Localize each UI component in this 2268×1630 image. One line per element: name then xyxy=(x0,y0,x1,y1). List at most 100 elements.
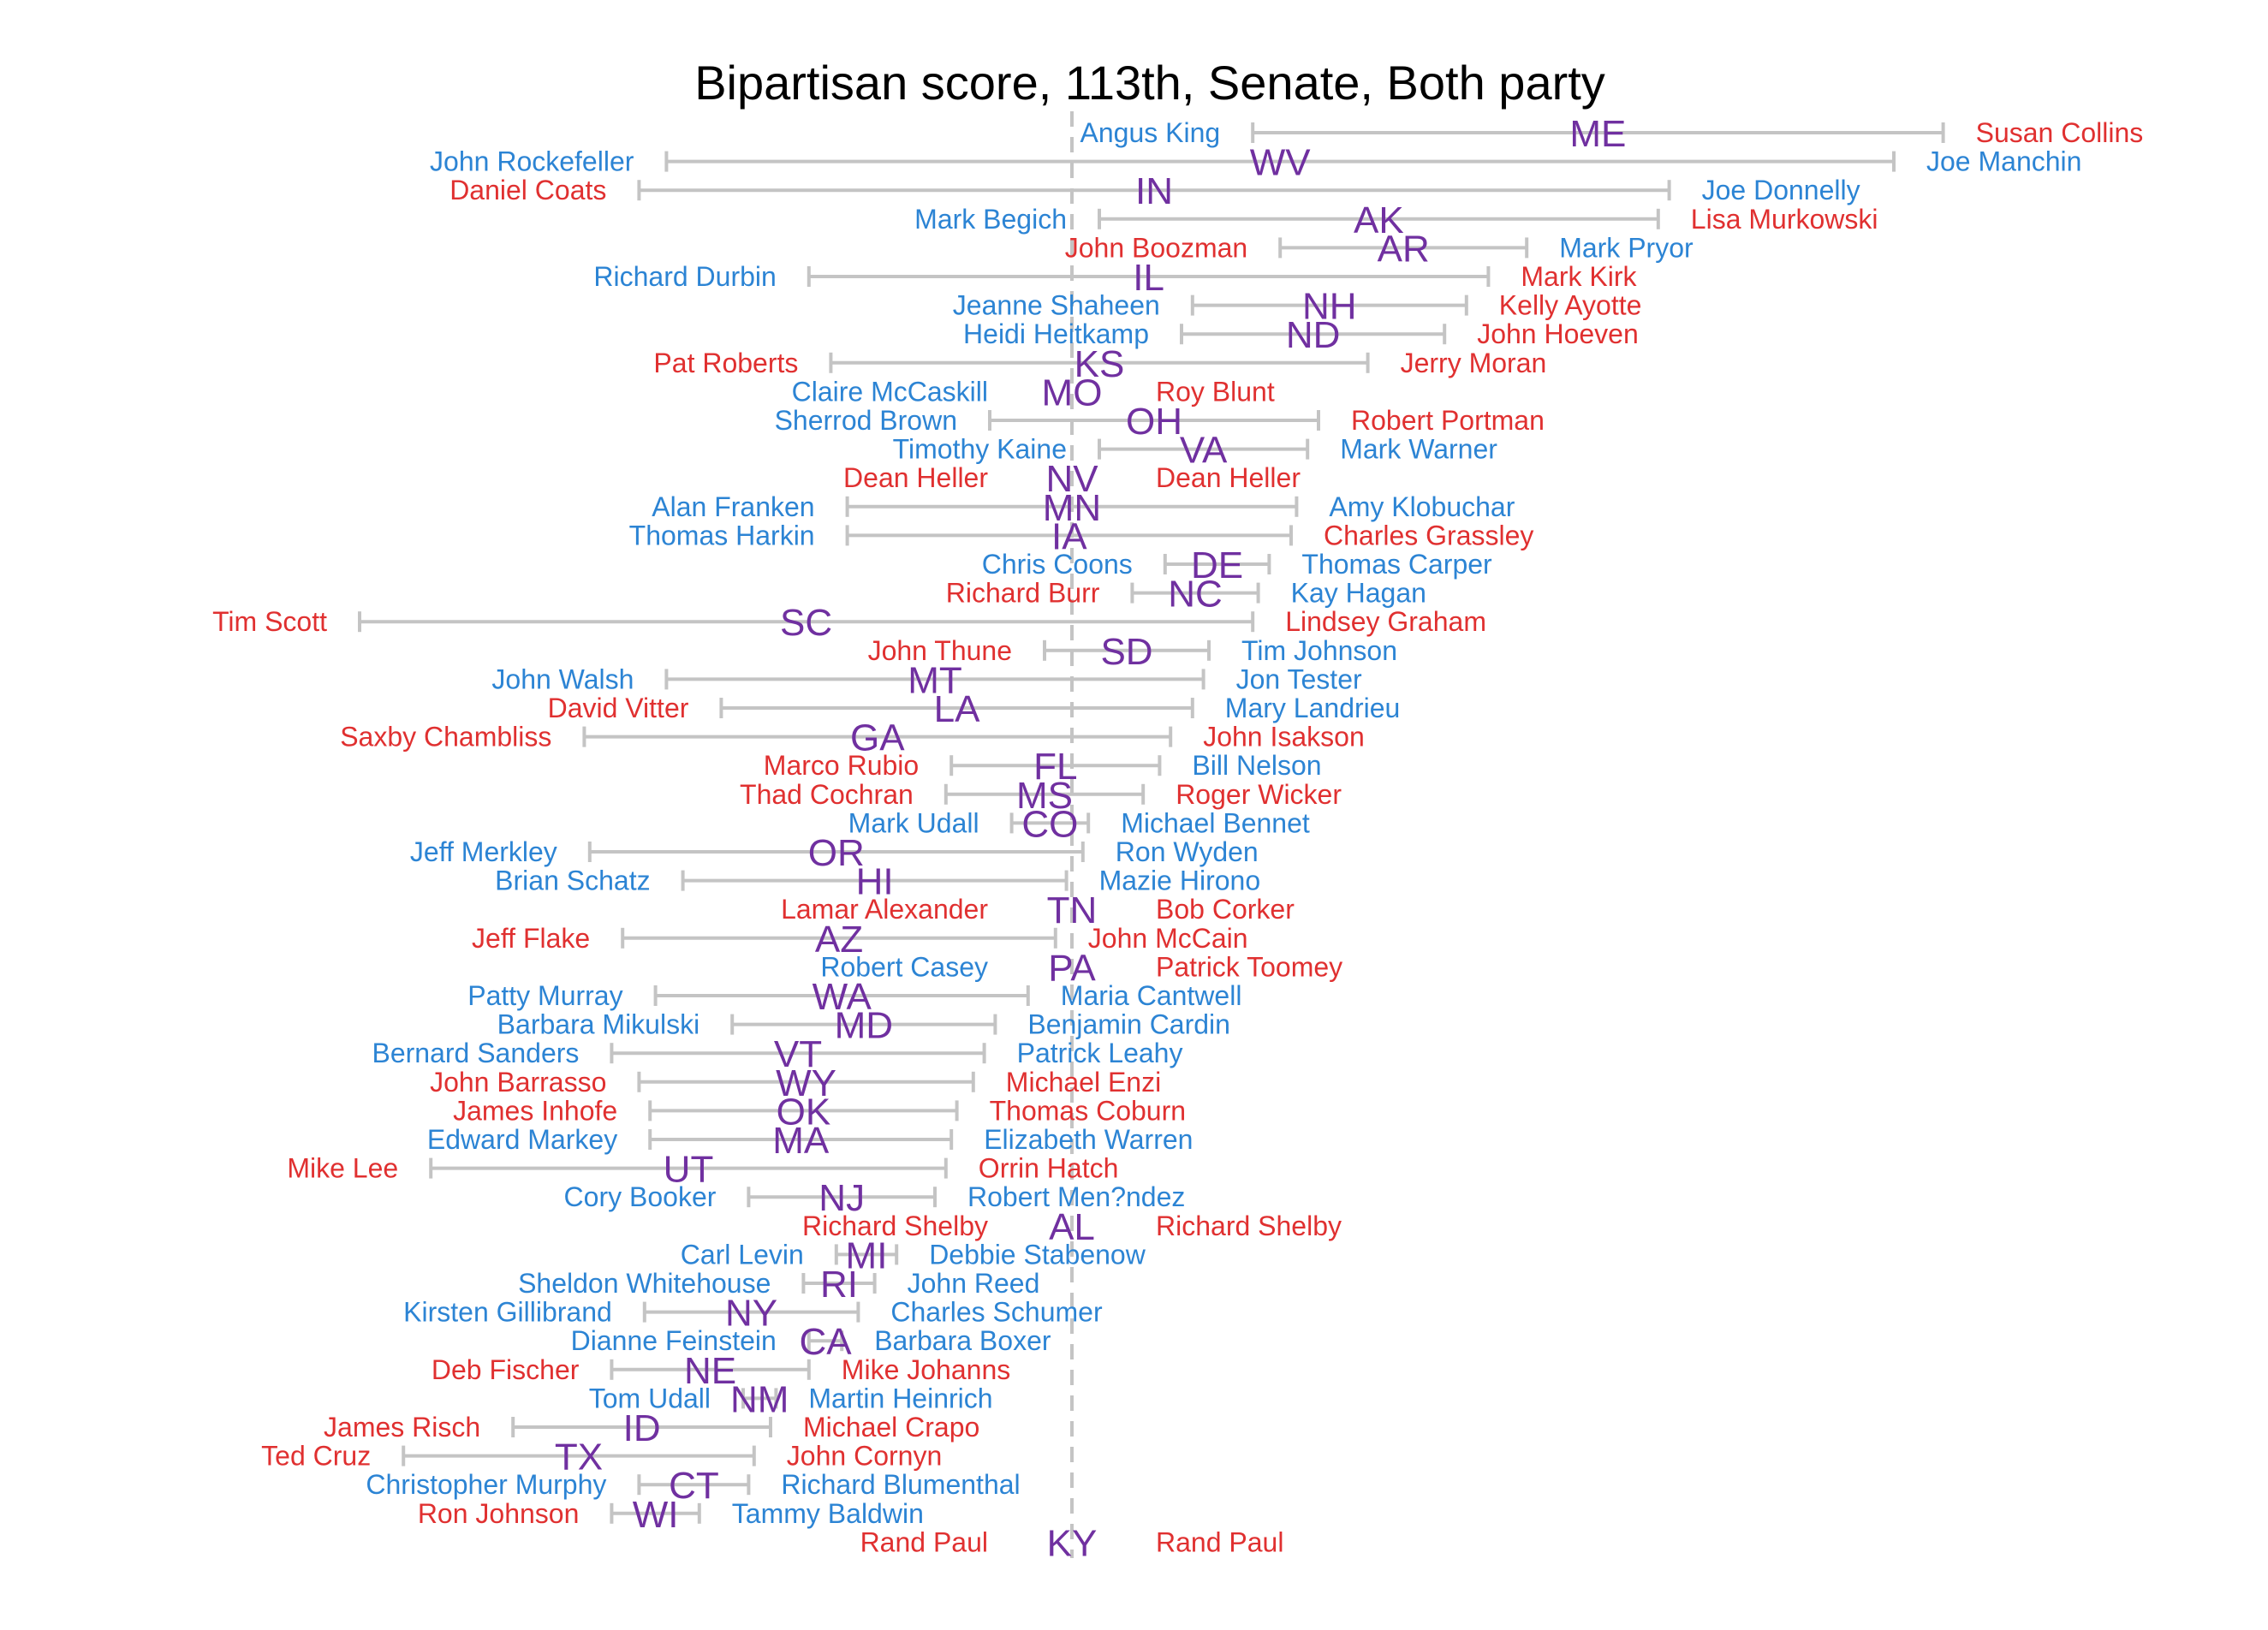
left-senator-label: Thomas Harkin xyxy=(629,520,815,550)
left-senator-label: Ron Johnson xyxy=(418,1498,580,1529)
state-label: MN xyxy=(1043,487,1101,529)
left-senator-label: Heidi Heitkamp xyxy=(963,318,1149,349)
senator-row: Barbara Mikulski Benjamin Cardin MD xyxy=(497,1005,1230,1047)
senator-row: Tom Udall Martin Heinrich NM xyxy=(589,1378,993,1420)
state-label: SC xyxy=(780,602,832,644)
senator-row: David Vitter Mary Landrieu LA xyxy=(548,688,1401,730)
senator-row: Dean Heller Dean Heller NV xyxy=(843,458,1301,500)
chart-title: Bipartisan score, 113th, Senate, Both pa… xyxy=(694,56,1605,110)
left-senator-label: Richard Burr xyxy=(946,578,1100,609)
state-label: WV xyxy=(1250,142,1312,184)
state-label: LA xyxy=(934,688,980,730)
senator-row: Chris Coons Thomas Carper DE xyxy=(982,544,1492,586)
senator-row: Deb Fischer Mike Johanns NE xyxy=(432,1350,1010,1392)
right-senator-label: Mark Warner xyxy=(1340,434,1497,465)
left-senator-label: Jeanne Shaheen xyxy=(953,290,1160,321)
right-senator-label: Mike Johanns xyxy=(842,1354,1010,1385)
senator-row: Richard Shelby Richard Shelby AL xyxy=(802,1206,1342,1248)
right-senator-label: Richard Blumenthal xyxy=(781,1469,1020,1500)
left-senator-label: Claire McCaskill xyxy=(792,376,988,407)
right-senator-label: Thomas Carper xyxy=(1301,549,1492,580)
senator-row: James Inhofe Thomas Coburn OK xyxy=(453,1091,1186,1133)
state-label: CT xyxy=(669,1465,719,1507)
left-senator-label: John Walsh xyxy=(491,663,634,694)
state-label: GA xyxy=(850,717,905,759)
senator-row: Brian Schatz Mazie Hirono HI xyxy=(495,861,1260,903)
senator-row: Cory Booker Robert Men?ndez NJ xyxy=(564,1177,1186,1219)
senator-row: Pat Roberts Jerry Moran KS xyxy=(653,343,1546,385)
senator-row: Alan Franken Amy Klobuchar MN xyxy=(652,487,1515,529)
right-senator-label: John Reed xyxy=(908,1268,1040,1299)
senator-row: Thad Cochran Roger Wicker MS xyxy=(740,775,1342,817)
state-label: IL xyxy=(1133,257,1164,299)
senator-row: Angus King Susan Collins ME xyxy=(1080,113,2144,155)
left-senator-label: Barbara Mikulski xyxy=(497,1009,700,1040)
left-senator-label: Bernard Sanders xyxy=(372,1038,579,1068)
left-senator-label: Brian Schatz xyxy=(495,866,650,896)
right-senator-label: Joe Manchin xyxy=(1926,146,2081,177)
state-label: MT xyxy=(908,659,962,701)
state-label: NE xyxy=(684,1350,736,1392)
state-label: KS xyxy=(1074,343,1125,385)
left-senator-label: Deb Fischer xyxy=(432,1354,580,1385)
left-senator-label: Richard Shelby xyxy=(802,1211,988,1241)
right-senator-label: Martin Heinrich xyxy=(808,1383,992,1413)
senator-row: Thomas Harkin Charles Grassley IA xyxy=(629,515,1534,557)
right-senator-label: Barbara Boxer xyxy=(874,1325,1051,1356)
left-senator-label: James Risch xyxy=(324,1412,480,1443)
senator-row: Ron Johnson Tammy Baldwin WI xyxy=(418,1494,924,1536)
right-senator-label: Benjamin Cardin xyxy=(1027,1009,1230,1040)
state-label: WY xyxy=(776,1062,836,1104)
left-senator-label: Cory Booker xyxy=(564,1181,717,1212)
right-senator-label: Kelly Ayotte xyxy=(1499,290,1642,321)
left-senator-label: Daniel Coats xyxy=(449,175,606,205)
right-senator-label: Michael Enzi xyxy=(1006,1067,1161,1098)
senator-row: Jeff Flake John McCain AZ xyxy=(472,919,1247,961)
state-label: UT xyxy=(664,1149,714,1191)
senator-row: Robert Casey Patrick Toomey PA xyxy=(820,947,1342,989)
right-senator-label: Patrick Toomey xyxy=(1156,951,1342,982)
state-label: WA xyxy=(813,976,872,1018)
right-senator-label: John Hoeven xyxy=(1477,318,1639,349)
left-senator-label: Dean Heller xyxy=(843,462,988,493)
state-label: AK xyxy=(1354,199,1404,241)
state-label: ND xyxy=(1286,314,1341,356)
state-label: MD xyxy=(835,1005,893,1047)
right-senator-label: Robert Men?ndez xyxy=(967,1181,1185,1212)
left-senator-label: John Rockefeller xyxy=(430,146,634,177)
right-senator-label: Kay Hagan xyxy=(1291,578,1426,609)
right-senator-label: Charles Schumer xyxy=(890,1297,1103,1328)
senator-row: Sherrod Brown Robert Portman OH xyxy=(775,401,1545,443)
state-label: TN xyxy=(1047,889,1098,931)
senator-row: Mark Udall Michael Bennet CO xyxy=(848,803,1310,845)
senator-row: Timothy Kaine Mark Warner VA xyxy=(893,430,1498,472)
left-senator-label: John Barrasso xyxy=(430,1067,606,1098)
senator-row: Patty Murray Maria Cantwell WA xyxy=(467,976,1241,1018)
state-label: AZ xyxy=(815,919,863,961)
left-senator-label: James Inhofe xyxy=(453,1095,617,1126)
right-senator-label: Bill Nelson xyxy=(1192,750,1321,781)
right-senator-label: Rand Paul xyxy=(1156,1526,1283,1557)
right-senator-label: Amy Klobuchar xyxy=(1329,491,1515,522)
right-senator-label: John Cornyn xyxy=(787,1441,942,1472)
left-senator-label: Tim Scott xyxy=(212,606,327,637)
state-label: ME xyxy=(1569,113,1626,155)
left-senator-label: Mark Udall xyxy=(848,807,979,838)
right-senator-label: Jon Tester xyxy=(1236,663,1362,694)
right-senator-label: Tim Johnson xyxy=(1241,635,1397,666)
right-senator-label: Michael Crapo xyxy=(803,1412,979,1443)
senator-row: Lamar Alexander Bob Corker TN xyxy=(781,889,1295,931)
right-senator-label: Lisa Murkowski xyxy=(1691,204,1878,235)
right-senator-label: Mazie Hirono xyxy=(1099,866,1261,896)
senator-row: Kirsten Gillibrand Charles Schumer NY xyxy=(403,1293,1103,1335)
right-senator-label: Robert Portman xyxy=(1351,405,1545,436)
senator-row: Marco Rubio Bill Nelson FL xyxy=(764,746,1322,788)
left-senator-label: Thad Cochran xyxy=(740,779,914,810)
senator-row: John Barrasso Michael Enzi WY xyxy=(430,1062,1161,1104)
right-senator-label: Tammy Baldwin xyxy=(732,1498,924,1529)
right-senator-label: Bob Corker xyxy=(1156,894,1295,925)
senator-row: Tim Scott Lindsey Graham SC xyxy=(212,602,1486,644)
right-senator-label: Maria Cantwell xyxy=(1061,980,1242,1011)
left-senator-label: Dianne Feinstein xyxy=(571,1325,777,1356)
